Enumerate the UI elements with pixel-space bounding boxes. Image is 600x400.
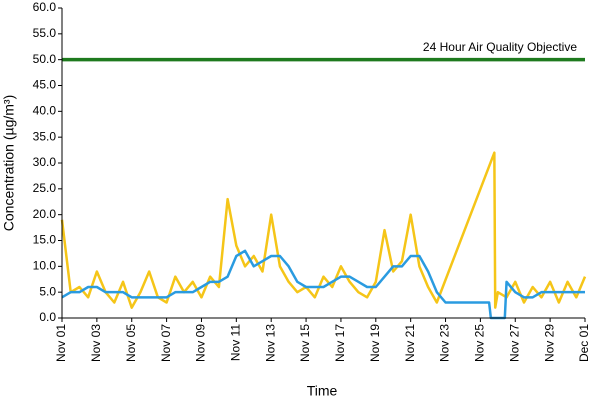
y-tick-label: 50.0 bbox=[33, 52, 57, 66]
y-tick-label: 55.0 bbox=[33, 26, 57, 40]
x-tick-label: Nov 09 bbox=[194, 324, 208, 362]
x-tick-label: Nov 23 bbox=[438, 324, 452, 362]
y-tick-label: 10.0 bbox=[33, 259, 57, 273]
x-tick-label: Nov 15 bbox=[298, 324, 312, 362]
x-tick-label: Nov 27 bbox=[507, 324, 521, 362]
x-tick-label: Nov 05 bbox=[124, 324, 138, 362]
x-axis-title: Time bbox=[307, 383, 338, 399]
x-tick-label: Nov 01 bbox=[54, 324, 68, 362]
x-tick-label: Dec 01 bbox=[577, 324, 591, 362]
y-tick-label: 60.0 bbox=[33, 0, 57, 14]
x-tick-label: Nov 07 bbox=[159, 324, 173, 362]
y-tick-label: 20.0 bbox=[33, 207, 57, 221]
y-tick-label: 45.0 bbox=[33, 78, 57, 92]
y-tick-label: 35.0 bbox=[33, 129, 57, 143]
y-tick-label: 0.0 bbox=[39, 310, 56, 324]
series-line bbox=[61, 249, 585, 320]
x-tick-label: Nov 03 bbox=[89, 324, 103, 362]
x-tick-label: Nov 21 bbox=[403, 324, 417, 362]
x-tick-label: Nov 25 bbox=[473, 324, 487, 362]
y-tick-label: 30.0 bbox=[33, 155, 57, 169]
y-tick-label: 25.0 bbox=[33, 181, 57, 195]
y-tick-label: 5.0 bbox=[39, 284, 56, 298]
x-tick-label: Nov 17 bbox=[333, 324, 347, 362]
y-tick-label: 40.0 bbox=[33, 104, 57, 118]
y-tick-label: 15.0 bbox=[33, 233, 57, 247]
x-tick-label: Nov 13 bbox=[263, 324, 277, 362]
x-tick-label: Nov 29 bbox=[542, 324, 556, 362]
y-axis-title: Concentration (µg/m³) bbox=[1, 95, 17, 231]
x-tick-label: Nov 11 bbox=[229, 324, 243, 361]
annotation: 24 Hour Air Quality Objective bbox=[423, 40, 577, 54]
x-tick-label: Nov 19 bbox=[368, 324, 382, 362]
